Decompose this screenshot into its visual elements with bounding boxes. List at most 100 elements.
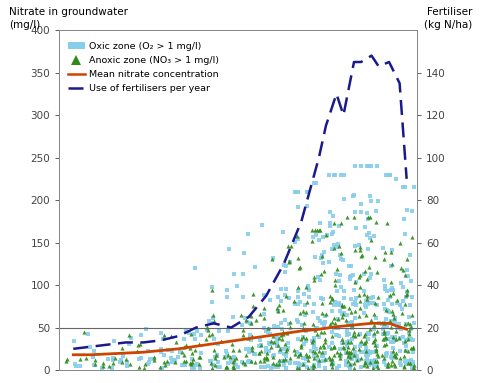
Point: [244, 359, 252, 365]
Point: [339, 257, 347, 263]
Point: [398, 265, 405, 271]
Point: [293, 349, 301, 355]
Point: [351, 299, 359, 305]
Point: [388, 350, 396, 356]
Point: [407, 278, 415, 285]
Point: [215, 328, 223, 334]
Point: [260, 326, 268, 332]
Point: [351, 349, 359, 355]
Point: [310, 180, 318, 186]
Point: [276, 335, 283, 341]
Point: [380, 256, 388, 262]
Point: [331, 172, 339, 178]
Point: [345, 349, 353, 355]
Point: [280, 357, 287, 363]
Point: [123, 359, 131, 365]
Point: [388, 334, 396, 340]
Point: [269, 333, 277, 339]
Point: [356, 313, 363, 319]
Point: [392, 176, 400, 182]
Point: [320, 323, 328, 329]
Point: [379, 245, 387, 251]
Point: [312, 325, 320, 331]
Point: [296, 351, 304, 357]
Point: [366, 358, 374, 364]
Point: [265, 340, 273, 346]
Point: [265, 326, 273, 332]
Point: [319, 296, 326, 302]
Point: [315, 334, 323, 340]
Point: [396, 348, 404, 354]
Point: [347, 273, 355, 280]
Point: [123, 363, 131, 369]
Point: [156, 364, 163, 370]
Point: [210, 318, 217, 324]
Point: [256, 358, 264, 364]
Point: [279, 329, 287, 335]
Point: [315, 358, 322, 365]
Point: [294, 288, 302, 294]
Point: [281, 356, 289, 362]
Point: [320, 353, 327, 359]
Point: [295, 363, 303, 369]
Point: [299, 308, 307, 314]
Point: [404, 347, 412, 354]
Point: [373, 268, 381, 275]
Point: [283, 330, 291, 336]
Point: [303, 352, 311, 358]
Point: [403, 289, 411, 295]
Point: [100, 363, 107, 369]
Point: [202, 336, 210, 342]
Point: [364, 216, 372, 222]
Point: [318, 353, 326, 359]
Point: [279, 331, 286, 337]
Point: [368, 360, 375, 367]
Point: [390, 337, 398, 344]
Point: [317, 271, 325, 277]
Point: [241, 361, 248, 367]
Point: [351, 315, 359, 321]
Point: [372, 254, 379, 260]
Point: [386, 172, 393, 178]
Point: [214, 364, 222, 370]
Point: [217, 338, 225, 344]
Point: [403, 207, 411, 213]
Point: [188, 356, 196, 362]
Point: [404, 360, 412, 367]
Point: [363, 360, 371, 366]
Point: [244, 231, 252, 237]
Point: [342, 317, 350, 323]
Point: [388, 339, 396, 345]
Point: [247, 320, 255, 326]
Point: [257, 342, 265, 348]
Point: [116, 359, 124, 365]
Point: [375, 319, 382, 326]
Point: [280, 262, 288, 268]
Point: [188, 359, 196, 365]
Point: [392, 336, 400, 342]
Point: [364, 246, 372, 252]
Point: [287, 360, 295, 367]
Point: [206, 358, 214, 364]
Point: [343, 349, 351, 355]
Point: [261, 363, 269, 370]
Point: [295, 295, 302, 301]
Point: [356, 246, 364, 252]
Point: [328, 333, 336, 339]
Point: [374, 358, 381, 364]
Point: [348, 336, 356, 342]
Point: [137, 355, 145, 361]
Point: [332, 270, 340, 277]
Point: [305, 283, 312, 289]
Point: [188, 362, 196, 368]
Point: [309, 348, 317, 354]
Point: [160, 352, 168, 358]
Point: [374, 294, 382, 300]
Point: [343, 348, 350, 354]
Point: [388, 355, 396, 361]
Point: [321, 356, 329, 362]
Point: [246, 332, 254, 338]
Point: [312, 232, 320, 239]
Point: [363, 296, 371, 302]
Point: [127, 334, 134, 340]
